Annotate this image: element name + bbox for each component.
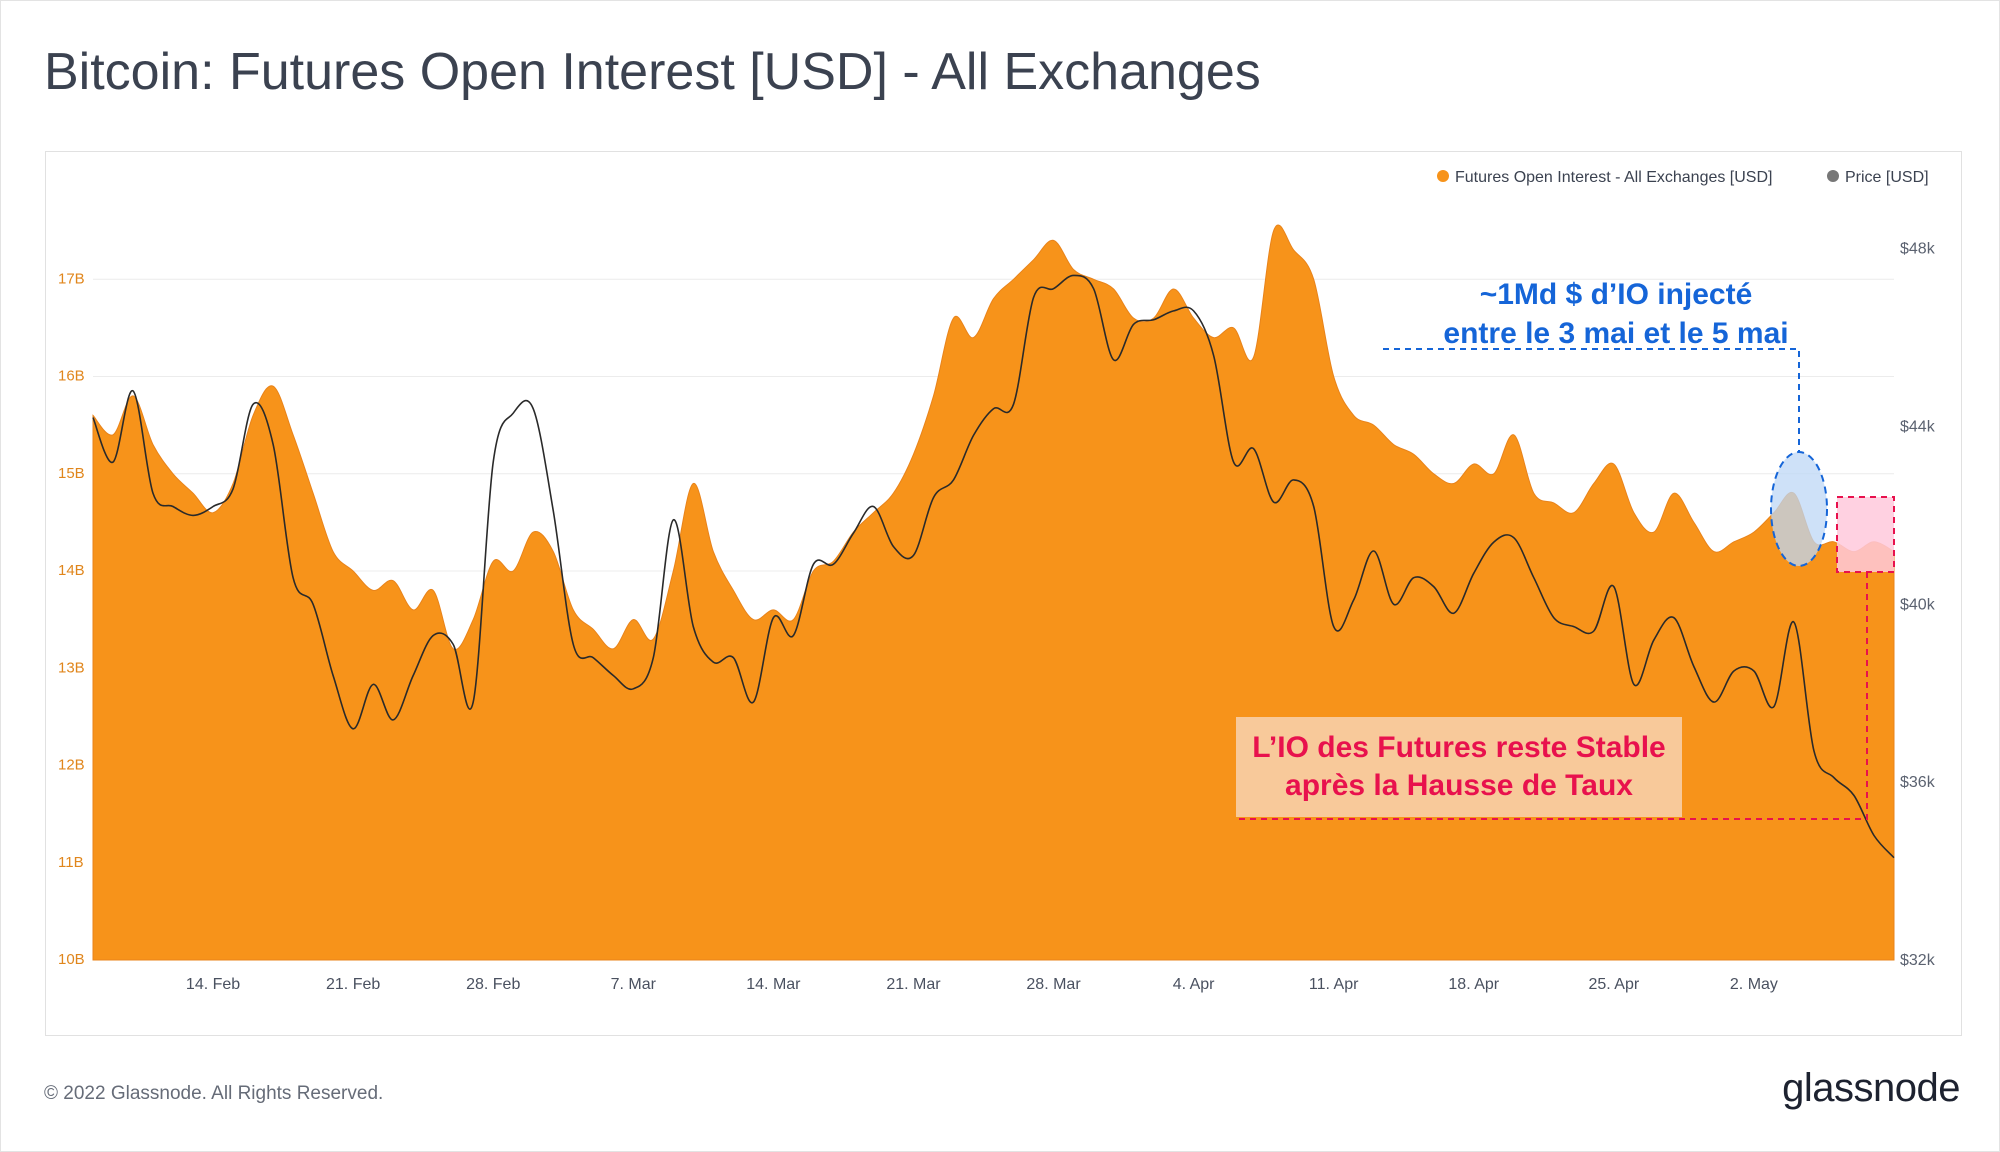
pink-annotation-line1: L’IO des Futures reste Stable <box>1252 731 1665 764</box>
left-tick-15B: 15B <box>58 465 85 482</box>
right-tick-$32k: $32k <box>1900 952 1936 969</box>
legend-swatch-price <box>1827 170 1839 182</box>
blue-dashed-leader <box>1383 348 1800 452</box>
chart-panel: 10B 11B 12B 13B 14B 15B 16B 17B $32k $36k $40k $44… <box>45 151 1962 1036</box>
pink-highlight-box <box>1836 496 1895 573</box>
pink-annotation-line2: après la Hausse de Taux <box>1285 769 1633 802</box>
copyright-footer: © 2022 Glassnode. All Rights Reserved. <box>44 1083 384 1104</box>
x-axis: 14. Feb 21. Feb 28. Feb 7. Mar 14. Mar 21. Ma… <box>186 976 1778 993</box>
x-tick-28. Mar: 28. Mar <box>1026 976 1081 993</box>
x-tick-25. Apr: 25. Apr <box>1588 976 1639 993</box>
x-tick-28. Feb: 28. Feb <box>466 976 520 993</box>
x-tick-14. Mar: 14. Mar <box>746 976 801 993</box>
x-tick-4. Apr: 4. Apr <box>1173 976 1215 993</box>
price-line-layer <box>92 274 1895 859</box>
price-line <box>92 274 1895 859</box>
pink-note-box <box>1236 717 1682 817</box>
x-tick-21. Mar: 21. Mar <box>886 976 941 993</box>
right-axis: $32k $36k $40k $44k $48k <box>1900 241 1936 969</box>
left-tick-14B: 14B <box>58 562 85 579</box>
right-tick-$48k: $48k <box>1900 241 1936 258</box>
legend-label-open-interest: Futures Open Interest - All Exchanges [U… <box>1455 169 1772 186</box>
right-tick-$36k: $36k <box>1900 774 1936 791</box>
left-tick-10B: 10B <box>58 951 85 968</box>
x-tick-14. Feb: 14. Feb <box>186 976 240 993</box>
right-tick-$40k: $40k <box>1900 596 1936 613</box>
x-tick-7. Mar: 7. Mar <box>611 976 657 993</box>
left-tick-13B: 13B <box>58 659 85 676</box>
blue-annotation-line1: ~1Md $ d’IO injecté <box>1480 278 1753 311</box>
annotation-layer: ~1Md $ d’IO injecté entre le 3 mai et le… <box>1234 278 1895 820</box>
right-tick-$44k: $44k <box>1900 419 1936 436</box>
left-tick-17B: 17B <box>58 270 85 287</box>
pink-dashed-leader <box>1234 572 1868 820</box>
x-tick-11. Apr: 11. Apr <box>1309 976 1359 993</box>
blue-annotation-line2: entre le 3 mai et le 5 mai <box>1443 317 1788 350</box>
left-axis: 10B 11B 12B 13B 14B 15B 16B 17B <box>58 270 85 968</box>
chart-legend: Futures Open Interest - All Exchanges [U… <box>1437 169 1929 186</box>
x-tick-21. Feb: 21. Feb <box>326 976 380 993</box>
x-tick-18. Apr: 18. Apr <box>1448 976 1499 993</box>
legend-label-price: Price [USD] <box>1845 169 1929 186</box>
chart-svg: 10B 11B 12B 13B 14B 15B 16B 17B $32k $36k $40k $44… <box>58 169 1936 993</box>
blue-highlight-ellipse <box>1770 451 1828 567</box>
left-tick-12B: 12B <box>58 757 85 774</box>
page-title: Bitcoin: Futures Open Interest [USD] - A… <box>44 43 1261 101</box>
left-tick-11B: 11B <box>58 854 84 871</box>
legend-swatch-open-interest <box>1437 170 1449 182</box>
x-tick-2. May: 2. May <box>1730 976 1778 993</box>
left-tick-16B: 16B <box>58 368 85 385</box>
glassnode-logo: glassnode <box>1782 1066 1960 1110</box>
